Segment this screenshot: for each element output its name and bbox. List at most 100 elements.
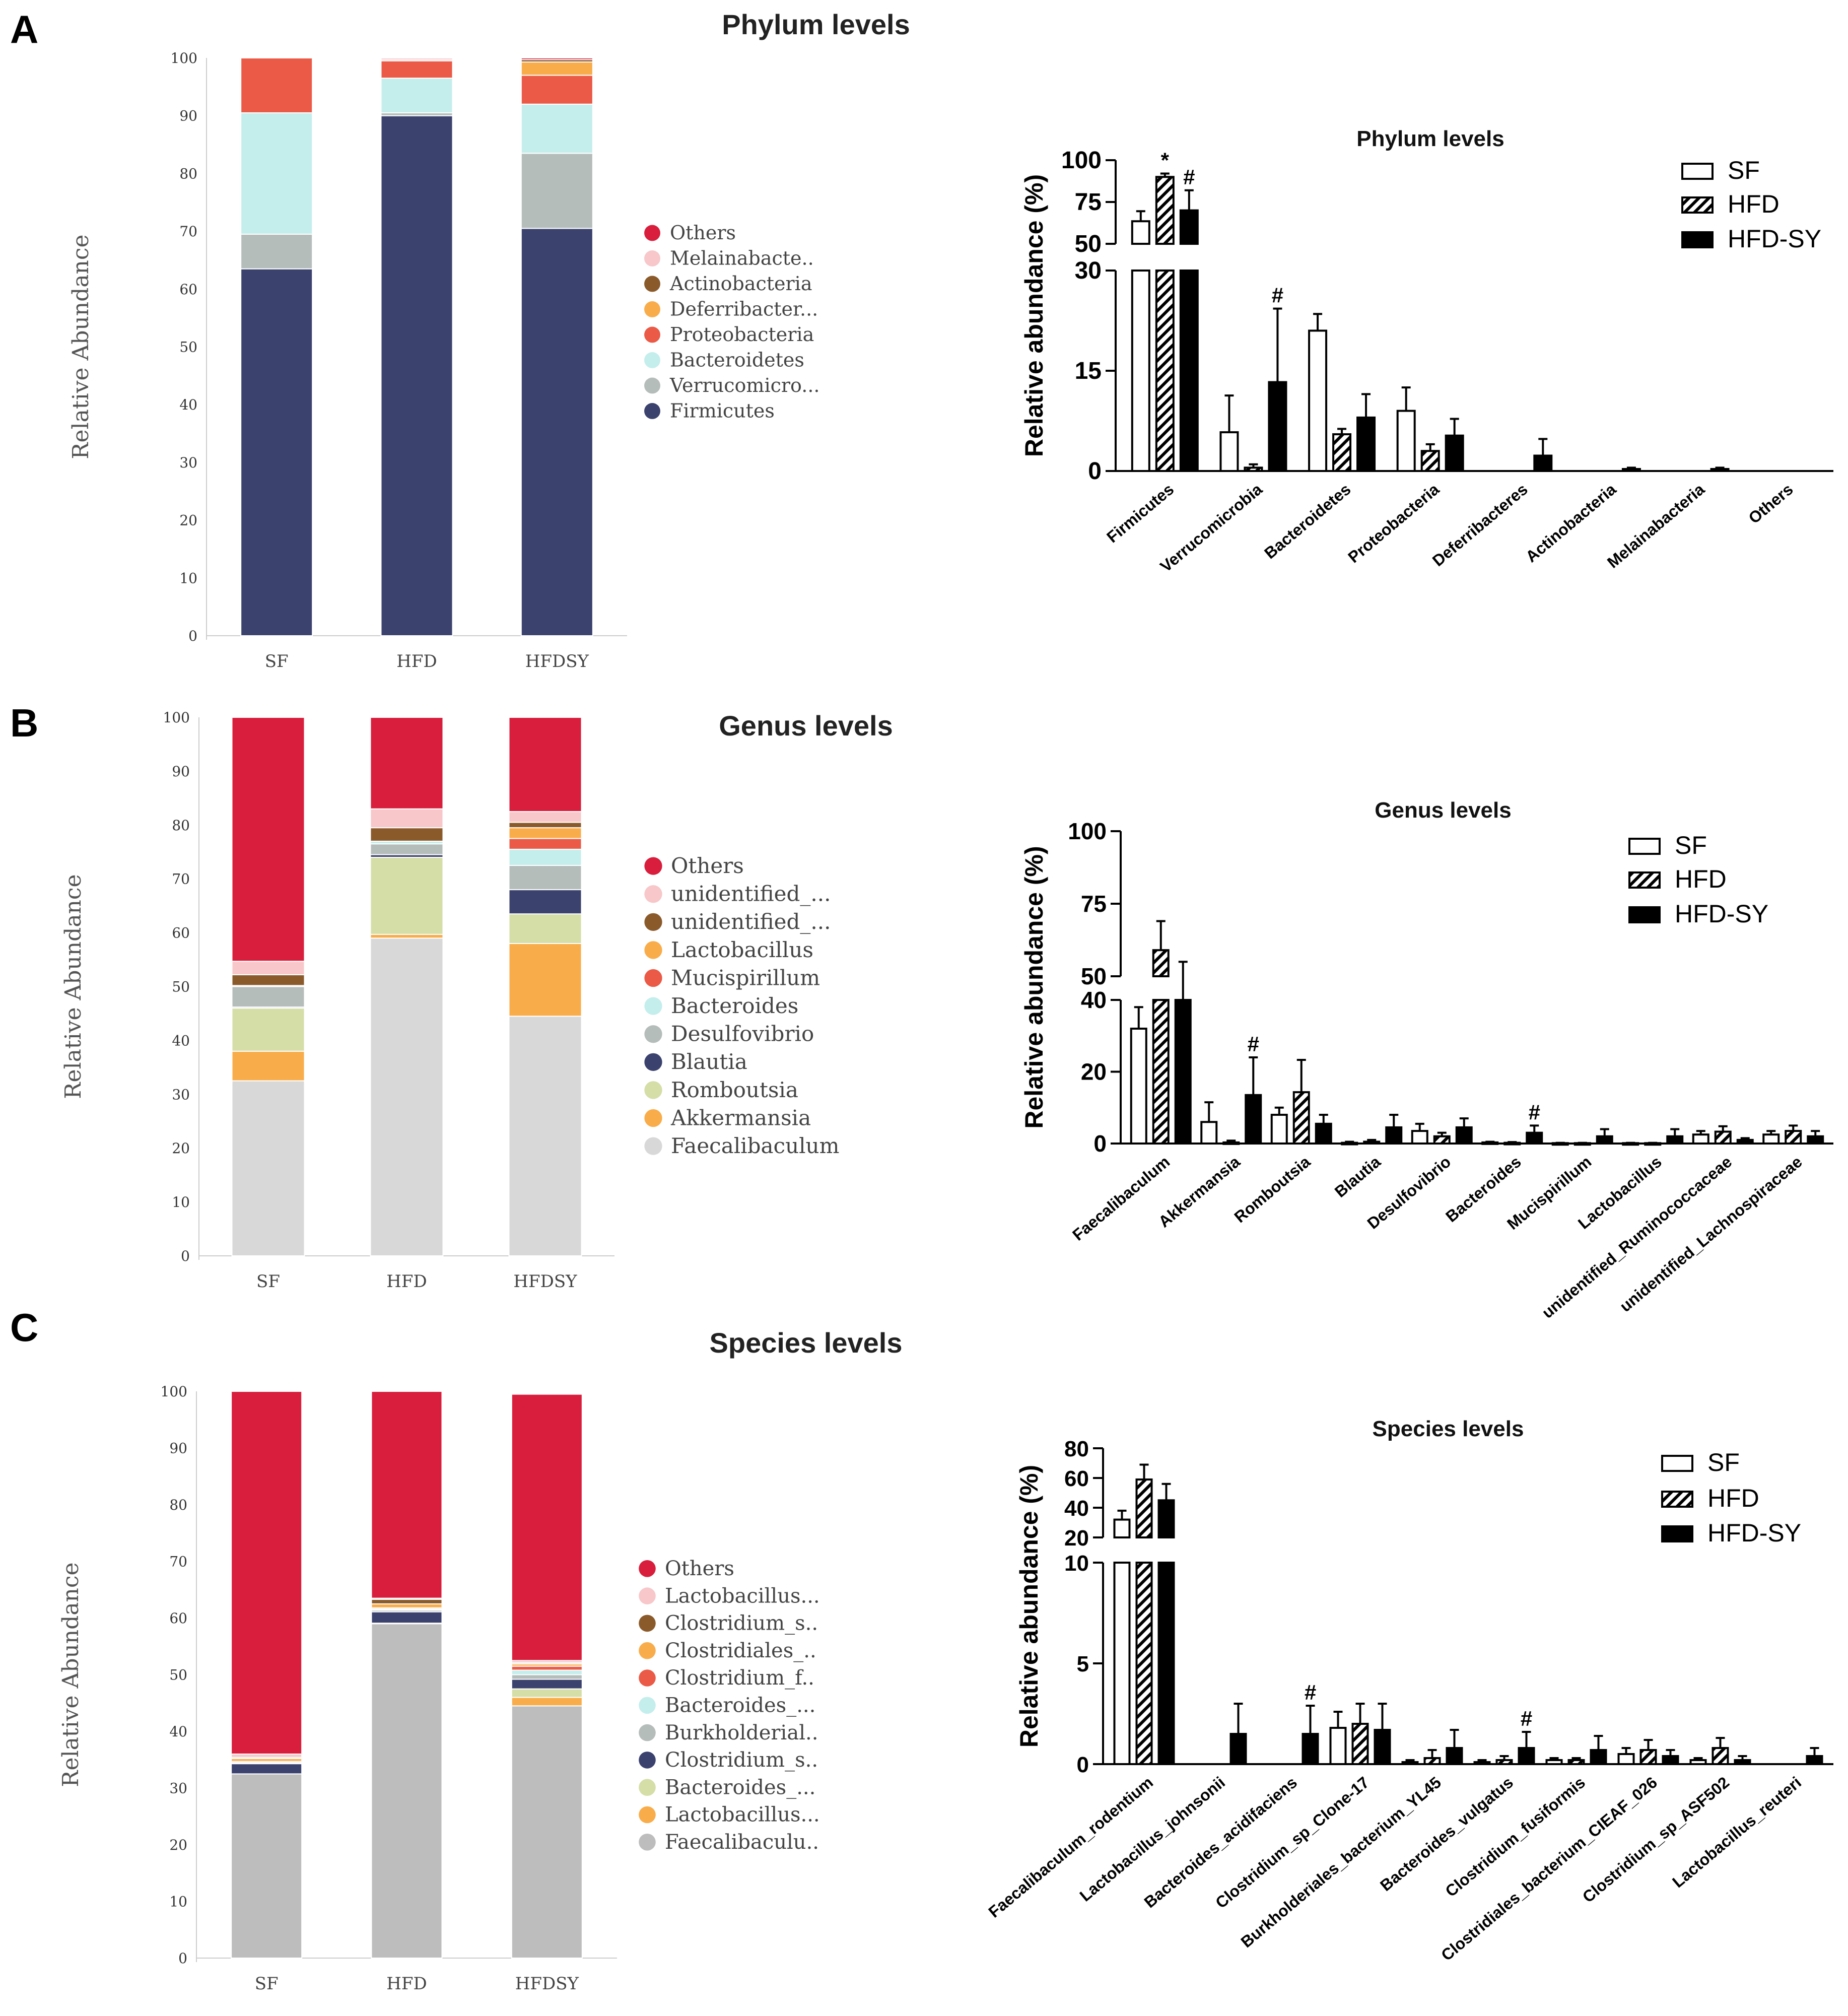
legend-label-C-stacked: Clostridium_s.. (665, 1612, 818, 1635)
bar-segment-B-stacked (508, 864, 582, 891)
bar-segment-C-stacked (231, 1754, 303, 1758)
bar-A-bars (1268, 381, 1287, 473)
bar-C-bars (1351, 1723, 1369, 1765)
bar-segment-C-stacked (511, 1665, 583, 1671)
y-tick-label-C-bars: 5 (1077, 1652, 1089, 1676)
bar-segment-B-stacked (231, 961, 305, 975)
bar-segment-A-stacked (520, 103, 593, 154)
y-tick-label-C-stacked: 50 (169, 1667, 187, 1684)
legend-swatch-B-stacked (644, 969, 662, 987)
y-tick-label-B-stacked: 50 (172, 979, 190, 995)
bar-B-bars (1270, 1114, 1288, 1145)
y-tick-label-B-stacked: 30 (172, 1086, 190, 1103)
y-tick-label-A-stacked: 40 (179, 396, 197, 413)
y-tick-label-C-stacked: 40 (169, 1723, 187, 1740)
legend-swatch-C-stacked (639, 1724, 656, 1741)
legend-swatch-A-stacked (644, 377, 660, 394)
legend-swatch-A-stacked (644, 276, 660, 292)
y-tick-label-A-stacked: 30 (179, 454, 197, 471)
x-tick-label-A-bars: Others (1745, 480, 1797, 527)
y-tick-label-C-stacked: 0 (178, 1950, 187, 1967)
bar-segment-B-stacked (508, 1016, 582, 1257)
bar-segment-C-stacked (371, 1623, 443, 1959)
legend-label-B-bars: HFD-SY (1675, 900, 1768, 928)
legend-label-A-stacked: Actinobacteria (669, 273, 812, 295)
legend-label-C-stacked: Others (665, 1557, 734, 1580)
bar-C-bars (1423, 1757, 1441, 1765)
bar-A-bars (1308, 329, 1328, 473)
bar-C-bars (1329, 1727, 1347, 1765)
bar-B-bars (1736, 1138, 1754, 1145)
bar-A-bars (1179, 209, 1199, 245)
bar-segment-A-stacked (520, 61, 593, 76)
x-tick-label-B-bars: Blautia (1331, 1153, 1384, 1201)
legend-label-A-stacked: Deferribacter... (670, 298, 818, 320)
bar-B-bars (1174, 999, 1192, 1145)
legend-label-B-stacked: Akkermansia (670, 1105, 811, 1130)
y-tick-label-C-stacked: 70 (169, 1554, 187, 1570)
y-tick-label-A-bars: 15 (1075, 358, 1102, 384)
y-tick-label-C-bars: 20 (1064, 1526, 1089, 1551)
y-tick-label-A-stacked: 80 (179, 165, 197, 182)
bar-A-bars (1396, 410, 1416, 472)
legend-swatch-A-bars (1681, 163, 1714, 180)
chart-title-A-stacked: Phylum levels (722, 9, 910, 40)
x-tick-label-C-stacked: HFD (386, 1974, 427, 1994)
bar-B-bars (1692, 1133, 1709, 1145)
legend-swatch-C-stacked (639, 1697, 656, 1714)
bar-C-bars (1157, 1562, 1175, 1765)
x-tick-label-A-bars: Actinobacteria (1522, 480, 1620, 566)
bar-segment-C-stacked (231, 1773, 303, 1959)
bar-B-bars (1130, 1028, 1147, 1145)
y-tick-label-C-bars: 10 (1064, 1551, 1089, 1576)
bar-A-bars (1420, 450, 1440, 473)
significance-mark-A-bars: # (1272, 284, 1283, 307)
x-tick-label-C-bars: Clostridium_fusiformis (1442, 1773, 1589, 1901)
y-tick-label-A-stacked: 90 (179, 108, 197, 124)
legend-swatch-C-stacked (639, 1752, 656, 1769)
legend-label-B-stacked: Lactobacillus (671, 937, 813, 962)
y-tick-label-B-bars: 75 (1081, 891, 1107, 917)
bar-A-bars (1219, 431, 1239, 473)
legend-swatch-B-stacked (644, 1081, 662, 1099)
bar-C-bars (1113, 1518, 1131, 1539)
bar-B-bars (1455, 1126, 1473, 1145)
y-tick-label-C-stacked: 30 (169, 1780, 187, 1797)
y-tick-label-B-stacked: 10 (172, 1194, 190, 1211)
legend-label-C-stacked: Lactobacillus... (665, 1803, 820, 1827)
x-tick-label-A-stacked: SF (265, 651, 289, 671)
y-tick-label-B-stacked: 90 (172, 763, 190, 780)
legend-swatch-C-bars (1661, 1491, 1693, 1508)
significance-mark-C-bars: # (1521, 1707, 1532, 1730)
legend-label-B-stacked: Romboutsia (671, 1078, 798, 1102)
x-tick-label-C-bars: Bacteroides_vulgatus (1377, 1773, 1517, 1895)
y-axis-title-B-stacked: Relative Abundance (60, 874, 86, 1099)
bar-A-bars (1710, 468, 1730, 473)
bar-segment-B-stacked (508, 838, 582, 850)
bar-C-bars (1617, 1753, 1635, 1765)
legend-label-C-stacked: Lactobacillus... (665, 1584, 820, 1607)
bar-B-bars (1363, 1140, 1381, 1145)
legend-swatch-B-stacked (644, 1025, 662, 1043)
x-tick-label-C-bars: Clostridium_sp_ASF502 (1579, 1773, 1733, 1906)
y-tick-label-B-stacked: 80 (172, 817, 190, 834)
bar-segment-C-stacked (511, 1697, 583, 1707)
chart-title-B-stacked: Genus levels (719, 710, 893, 742)
x-tick-label-C-bars: Lactobacillus_reuteri (1669, 1773, 1805, 1891)
bar-C-bars (1518, 1747, 1535, 1765)
legend-label-A-stacked: Bacteroidetes (670, 349, 804, 371)
y-tick-label-C-stacked: 20 (169, 1837, 187, 1853)
legend-label-B-stacked: unidentified_... (671, 882, 831, 906)
bar-segment-B-stacked (370, 717, 444, 810)
bar-C-bars (1590, 1749, 1607, 1765)
y-tick-label-A-stacked: 100 (171, 50, 197, 66)
legend-label-C-bars: SF (1707, 1448, 1740, 1476)
bar-B-bars (1315, 1122, 1332, 1145)
legend-swatch-C-stacked (639, 1642, 656, 1659)
legend-label-C-bars: HFD-SY (1707, 1519, 1801, 1547)
x-tick-label-A-stacked: HFDSY (525, 651, 589, 671)
y-tick-label-B-stacked: 100 (163, 709, 190, 726)
y-tick-label-B-stacked: 20 (172, 1140, 190, 1157)
legend-label-A-stacked: Proteobacteria (670, 323, 814, 346)
y-axis-title-B-bars: Relative abundance (%) (1020, 846, 1048, 1128)
